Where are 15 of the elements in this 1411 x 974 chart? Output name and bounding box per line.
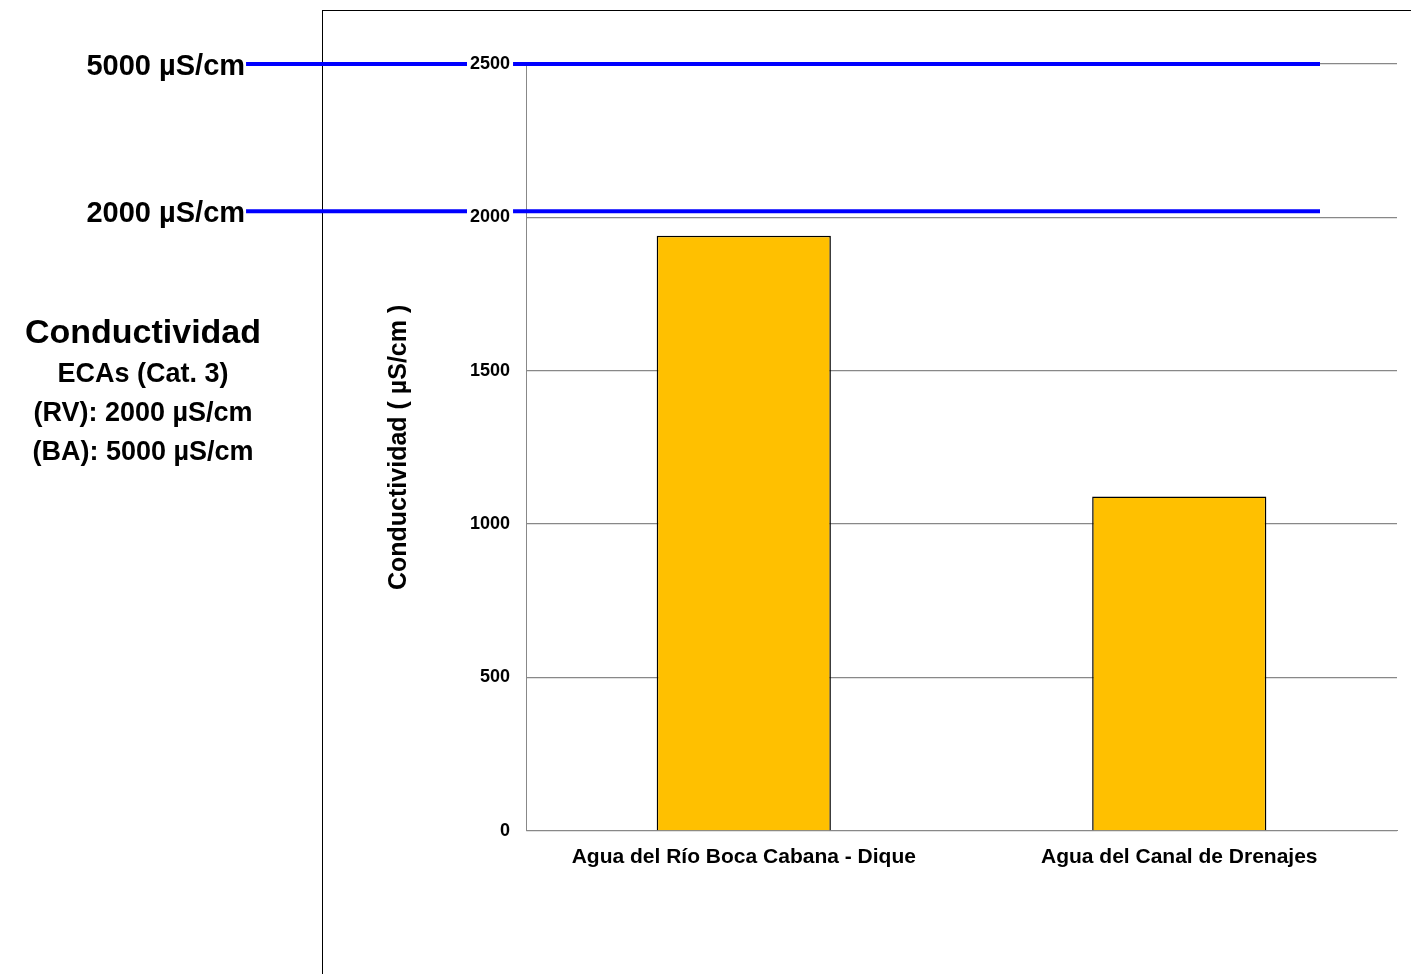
ref-line-label: 2000 µS/cm	[86, 196, 246, 229]
ref-line-label: 5000 µS/cm	[86, 49, 246, 81]
y-axis-title: Conductividad ( µS/cm )	[382, 304, 411, 591]
x-tick-label: Agua del Río Boca Cabana - Dique	[571, 844, 916, 868]
y-tick-label: 2500	[470, 52, 511, 73]
y-tick-label: 0	[500, 819, 511, 840]
y-tick-label: 500	[480, 666, 511, 687]
y-tick-label: 2000	[470, 206, 511, 227]
x-tick-label: Agua del Canal de Drenajes	[1040, 844, 1318, 868]
text: ECAs (Cat. 3)	[56, 357, 230, 390]
text: (RV): 2000 µS/cm	[32, 396, 254, 429]
y-tick-label: 1500	[470, 359, 511, 380]
y-tick-label: 1000	[470, 513, 511, 534]
text: (BA): 5000 µS/cm	[31, 435, 255, 468]
text: Conductividad	[23, 311, 263, 352]
